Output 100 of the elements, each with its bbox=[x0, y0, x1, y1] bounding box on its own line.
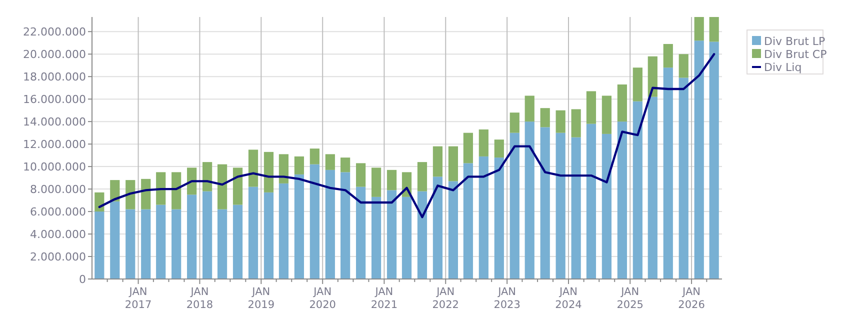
bar bbox=[248, 150, 258, 187]
bar bbox=[110, 201, 120, 279]
bar bbox=[141, 209, 151, 279]
bar bbox=[648, 96, 658, 279]
bar bbox=[417, 162, 428, 192]
y-tick-label: 8.000.000 bbox=[30, 182, 86, 196]
bar bbox=[110, 180, 120, 202]
x-tick-label: JAN 2025 bbox=[616, 286, 644, 311]
bar bbox=[571, 137, 581, 279]
bar bbox=[617, 84, 627, 122]
bar bbox=[94, 212, 104, 279]
bar bbox=[678, 54, 688, 78]
bar bbox=[232, 204, 243, 279]
x-tick-label: JAN 2022 bbox=[432, 286, 459, 311]
bar bbox=[294, 156, 304, 174]
bar bbox=[202, 162, 212, 192]
bar bbox=[310, 164, 320, 279]
bar bbox=[187, 194, 197, 279]
bar bbox=[448, 181, 458, 279]
bar bbox=[156, 172, 166, 205]
bar bbox=[187, 168, 197, 195]
bar bbox=[294, 174, 304, 279]
bar bbox=[463, 163, 473, 279]
y-tick-label: 0 bbox=[79, 272, 86, 286]
bar bbox=[478, 129, 488, 156]
bar bbox=[94, 192, 104, 212]
bar bbox=[524, 122, 534, 279]
bar bbox=[310, 148, 320, 164]
x-tick-label: JAN 2024 bbox=[555, 286, 582, 311]
bar bbox=[126, 180, 136, 210]
y-tick-label: 4.000.000 bbox=[30, 228, 86, 241]
bar bbox=[694, 17, 704, 41]
bar bbox=[524, 96, 534, 122]
bar bbox=[156, 204, 166, 279]
bar bbox=[432, 146, 443, 177]
bar bbox=[141, 178, 151, 210]
y-tick-label: 18.000.000 bbox=[23, 70, 86, 84]
bar bbox=[264, 152, 274, 192]
bar bbox=[356, 186, 366, 279]
bar bbox=[172, 172, 182, 210]
bar bbox=[202, 191, 212, 279]
bar bbox=[617, 122, 627, 279]
bar bbox=[325, 170, 335, 279]
bar bbox=[694, 40, 704, 279]
bar bbox=[494, 158, 504, 279]
y-tick-label: 6.000.000 bbox=[30, 205, 86, 218]
bar bbox=[448, 146, 458, 182]
bar bbox=[248, 186, 258, 279]
bar bbox=[278, 183, 289, 279]
x-tick-label: JAN 2018 bbox=[186, 286, 214, 311]
bar bbox=[709, 42, 719, 279]
y-tick-label: 12.000.000 bbox=[23, 138, 86, 151]
bar bbox=[386, 170, 397, 190]
bar bbox=[217, 164, 228, 210]
bar bbox=[494, 140, 504, 158]
y-tick-label: 16.000.000 bbox=[23, 92, 86, 106]
y-tick-label: 20.000.000 bbox=[23, 48, 86, 61]
bar bbox=[709, 17, 719, 42]
x-tick-label: JAN 2023 bbox=[494, 286, 520, 311]
y-tick-label: 10.000.000 bbox=[23, 160, 86, 174]
bar bbox=[510, 112, 520, 133]
y-tick-label: 22.000.000 bbox=[23, 25, 86, 38]
bar bbox=[540, 108, 550, 128]
bar bbox=[663, 44, 673, 68]
bar bbox=[356, 163, 366, 187]
y-tick-label: 14.000.000 bbox=[23, 115, 86, 128]
bar bbox=[340, 172, 350, 279]
bar bbox=[264, 192, 274, 279]
x-tick-label: JAN 2019 bbox=[248, 286, 275, 311]
bar bbox=[510, 132, 520, 279]
bar bbox=[632, 101, 642, 279]
bar bbox=[556, 110, 566, 133]
bar bbox=[556, 132, 566, 279]
bar bbox=[586, 91, 596, 124]
bar bbox=[232, 168, 243, 205]
bar bbox=[540, 127, 550, 279]
bar bbox=[172, 209, 182, 279]
bar bbox=[386, 190, 397, 279]
bar bbox=[602, 134, 612, 279]
bar bbox=[371, 168, 382, 197]
bar bbox=[678, 78, 688, 279]
bar bbox=[371, 196, 382, 279]
bar bbox=[571, 109, 581, 138]
x-tick-label: JAN 2026 bbox=[678, 286, 706, 311]
bar bbox=[325, 154, 335, 170]
bar bbox=[463, 132, 473, 164]
legend-label: Div Brut CP bbox=[764, 48, 828, 61]
bar bbox=[663, 68, 673, 279]
bar bbox=[586, 124, 596, 279]
bar bbox=[632, 68, 642, 102]
bar bbox=[278, 154, 289, 184]
bar bbox=[602, 96, 612, 134]
bar bbox=[340, 158, 350, 172]
bar bbox=[126, 209, 136, 279]
y-tick-label: 2.000.000 bbox=[30, 250, 86, 264]
line-series bbox=[98, 53, 716, 218]
bar bbox=[217, 209, 228, 279]
x-tick-label: JAN 2020 bbox=[309, 286, 336, 311]
bar bbox=[417, 191, 428, 279]
legend-label: Div Brut LP bbox=[764, 34, 826, 48]
